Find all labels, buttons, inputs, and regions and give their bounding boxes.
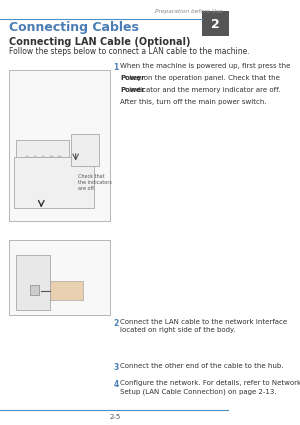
Text: 1: 1 <box>113 63 119 72</box>
Bar <box>34 156 37 161</box>
Text: Power: Power <box>120 75 145 81</box>
Text: 4: 4 <box>113 380 119 389</box>
Circle shape <box>78 147 84 159</box>
Bar <box>14 157 94 208</box>
Text: Configure the network. For details, refer to Network
Setup (LAN Cable Connection: Configure the network. For details, refe… <box>120 380 300 395</box>
Bar <box>9 70 110 221</box>
Text: Check that
the indicators
are off.: Check that the indicators are off. <box>78 174 112 191</box>
Bar <box>16 140 69 174</box>
Text: When the machine is powered up, first press the: When the machine is powered up, first pr… <box>120 63 291 69</box>
Text: Connecting Cables: Connecting Cables <box>9 21 139 34</box>
Text: Power: Power <box>120 87 145 93</box>
Text: Preparation before Use: Preparation before Use <box>154 9 222 14</box>
Text: 2: 2 <box>113 319 119 328</box>
Bar <box>16 255 50 310</box>
Text: indicator and the memory indicator are off.: indicator and the memory indicator are o… <box>127 87 280 93</box>
Bar <box>50 280 82 300</box>
Text: After this, turn off the main power switch.: After this, turn off the main power swit… <box>120 99 267 105</box>
Text: Connect the other end of the cable to the hub.: Connect the other end of the cable to th… <box>120 363 284 369</box>
Text: 3: 3 <box>113 363 119 372</box>
FancyBboxPatch shape <box>202 11 229 36</box>
Bar <box>71 134 99 166</box>
Text: Connect the LAN cable to the network interface
located on right side of the body: Connect the LAN cable to the network int… <box>120 319 287 333</box>
Text: Follow the steps below to connect a LAN cable to the machine.: Follow the steps below to connect a LAN … <box>9 47 250 57</box>
Circle shape <box>16 160 22 170</box>
Bar <box>26 156 28 161</box>
Bar <box>58 156 61 161</box>
Text: 2: 2 <box>211 18 220 31</box>
Bar <box>42 156 44 161</box>
Text: Connecting LAN Cable (Optional): Connecting LAN Cable (Optional) <box>9 37 191 47</box>
Bar <box>30 285 39 295</box>
Text: 2-5: 2-5 <box>109 414 120 420</box>
Bar <box>9 240 110 314</box>
Text: key on the operation panel. Check that the: key on the operation panel. Check that t… <box>127 75 280 81</box>
Bar <box>50 156 52 161</box>
